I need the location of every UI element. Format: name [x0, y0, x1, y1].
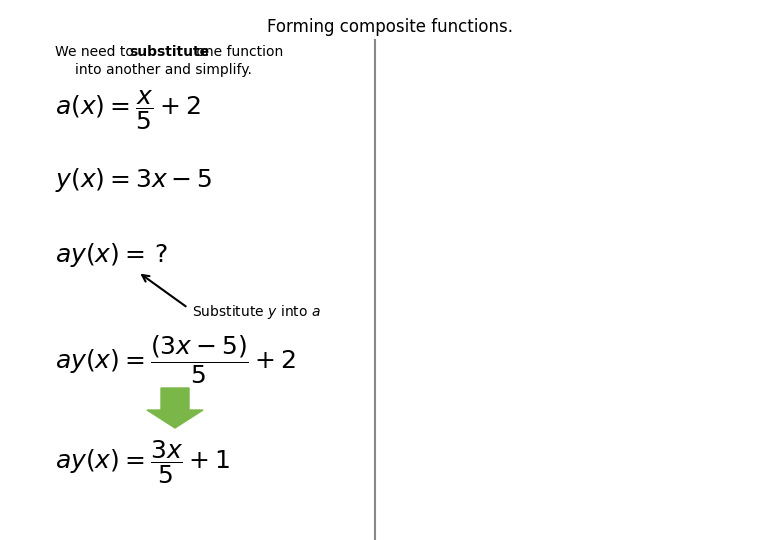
Text: $ay(x) = \dfrac{(3x - 5)}{5} + 2$: $ay(x) = \dfrac{(3x - 5)}{5} + 2$ — [55, 334, 296, 387]
Text: $a(x) = \dfrac{x}{5} + 2$: $a(x) = \dfrac{x}{5} + 2$ — [55, 88, 200, 132]
Text: $y(x) = 3x - 5$: $y(x) = 3x - 5$ — [55, 166, 212, 194]
Polygon shape — [147, 388, 203, 428]
Text: one function: one function — [192, 45, 283, 59]
Text: Forming composite functions.: Forming composite functions. — [267, 18, 513, 36]
Text: We need to: We need to — [55, 45, 138, 59]
Text: $ay(x) = \,?$: $ay(x) = \,?$ — [55, 241, 168, 269]
Text: $ay(x) = \dfrac{3x}{5} + 1$: $ay(x) = \dfrac{3x}{5} + 1$ — [55, 438, 230, 486]
Text: Substitute $y$ into $a$: Substitute $y$ into $a$ — [192, 303, 321, 321]
Text: substitute: substitute — [129, 45, 209, 59]
Text: into another and simplify.: into another and simplify. — [75, 63, 252, 77]
